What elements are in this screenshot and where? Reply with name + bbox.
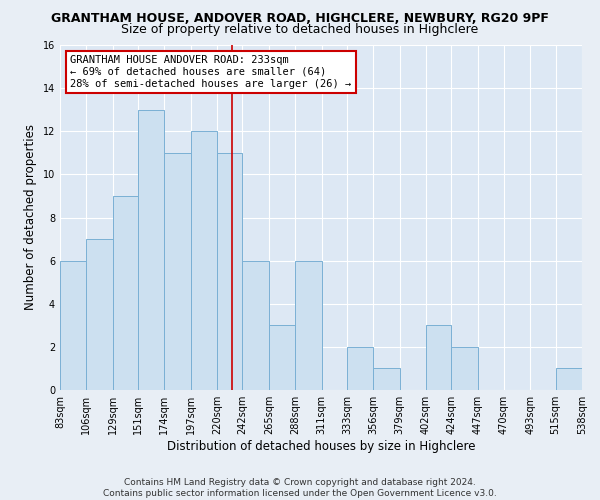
Text: GRANTHAM HOUSE ANDOVER ROAD: 233sqm
← 69% of detached houses are smaller (64)
28: GRANTHAM HOUSE ANDOVER ROAD: 233sqm ← 69… — [70, 56, 352, 88]
Bar — [373, 368, 400, 390]
Text: GRANTHAM HOUSE, ANDOVER ROAD, HIGHCLERE, NEWBURY, RG20 9PF: GRANTHAM HOUSE, ANDOVER ROAD, HIGHCLERE,… — [51, 12, 549, 26]
Bar — [556, 368, 582, 390]
Bar — [60, 260, 86, 390]
Bar — [191, 131, 217, 390]
Bar — [451, 347, 478, 390]
Bar — [164, 153, 191, 390]
Text: Size of property relative to detached houses in Highclere: Size of property relative to detached ho… — [121, 22, 479, 36]
Bar — [426, 326, 451, 390]
Bar — [138, 110, 164, 390]
Bar — [347, 347, 373, 390]
Bar — [217, 153, 242, 390]
Bar — [269, 326, 295, 390]
Bar — [86, 239, 113, 390]
Bar — [295, 260, 322, 390]
Bar — [242, 260, 269, 390]
Y-axis label: Number of detached properties: Number of detached properties — [24, 124, 37, 310]
X-axis label: Distribution of detached houses by size in Highclere: Distribution of detached houses by size … — [167, 440, 475, 453]
Bar — [113, 196, 138, 390]
Text: Contains HM Land Registry data © Crown copyright and database right 2024.
Contai: Contains HM Land Registry data © Crown c… — [103, 478, 497, 498]
